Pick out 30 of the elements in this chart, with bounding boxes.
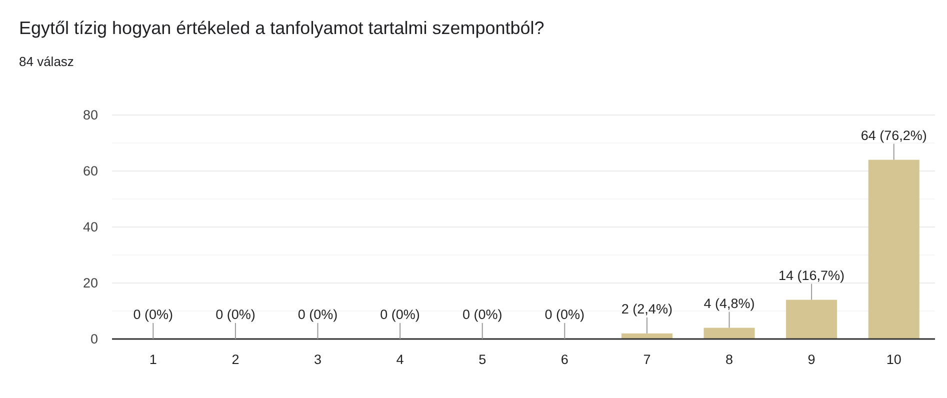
y-tick-label: 80 [82, 108, 98, 123]
data-label: 14 (16,7%) [778, 268, 845, 283]
y-tick-label: 40 [82, 220, 98, 235]
data-label: 4 (4,8%) [704, 296, 755, 311]
x-tick-label: 9 [808, 352, 816, 367]
data-label: 0 (0%) [133, 307, 174, 322]
bar [704, 328, 755, 339]
data-label: 0 (0%) [298, 307, 338, 322]
x-tick-label: 8 [725, 352, 734, 367]
x-tick-label: 5 [478, 352, 486, 367]
bar [868, 160, 920, 339]
x-tick-label: 2 [232, 352, 240, 367]
bar [786, 300, 838, 339]
x-tick-label: 7 [643, 352, 651, 367]
x-tick-label: 6 [560, 352, 568, 367]
y-tick-label: 60 [82, 164, 98, 179]
x-tick-label: 1 [149, 352, 157, 367]
x-tick-label: 10 [886, 352, 902, 367]
data-label: 0 (0%) [380, 307, 420, 322]
data-label: 0 (0%) [216, 307, 256, 322]
chart-subtitle: 84 válasz [19, 54, 74, 69]
x-tick-label: 4 [396, 352, 404, 367]
x-tick-label: 3 [314, 352, 322, 367]
data-label: 64 (76,2%) [860, 128, 927, 143]
data-label: 2 (2,4%) [621, 301, 672, 316]
data-label: 0 (0%) [462, 307, 502, 322]
chart-title: Egytől tízig hogyan értékeled a tanfolyamot tartalmi szempontból? [19, 18, 544, 38]
y-tick-label: 20 [82, 276, 98, 291]
y-tick-label: 0 [90, 332, 98, 347]
data-label: 0 (0%) [544, 307, 585, 322]
